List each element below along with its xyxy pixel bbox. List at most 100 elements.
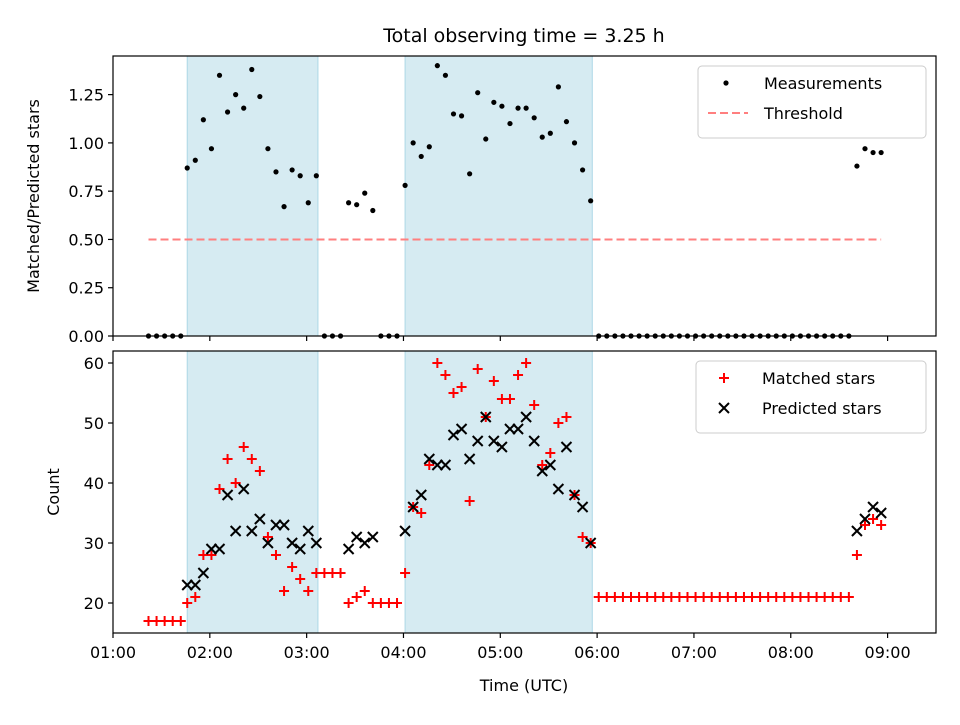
measurements-point [547,130,553,136]
predicted-stars-point [189,579,202,591]
shaded-interval-2 [404,55,593,337]
predicted-stars-point [246,525,258,537]
legend-box [695,360,927,434]
measurements-point [313,173,319,179]
predicted-stars-point [294,543,306,555]
predicted-stars-point [262,537,274,549]
matched-stars-point [206,550,217,560]
measurements-point [418,153,424,160]
measurements-point [192,157,198,163]
predicted-stars-point [213,543,226,555]
matched-stars-point [295,574,306,584]
bottom-panel: 20 30 40 50 60 01:00 02:00 03:00 04:00 05:00 06:00… [84,350,937,662]
measurements-point [499,103,505,109]
measurements-point [426,144,432,150]
matched-stars-point [254,466,265,476]
matched-stars-point [416,508,427,518]
measurements-point [265,146,271,152]
measurements-point [467,171,473,177]
measurements-point [588,198,594,204]
predicted-stars-point [423,453,435,465]
matched-stars-point [262,532,273,542]
matched-stars-point [335,568,346,578]
predicted-stars-point [851,525,863,537]
matched-stars-point [190,592,201,602]
y-tick-label: 1.00 [68,134,104,153]
predicted-stars-point [552,483,565,495]
legend-label: Matched stars [762,369,875,388]
matched-stars-point [343,598,354,608]
chart-title: Total observing time = 3.25 h [382,25,664,47]
predicted-stars-point [528,435,540,447]
matched-stars-point [214,484,225,494]
predicted-stars-point [520,411,532,423]
measurements-point [870,149,876,156]
legend-box [697,65,927,139]
y-tick-label: 0.75 [68,182,104,201]
predicted-stars-point [302,525,314,537]
matched-stars-point [456,382,467,392]
legend-label: Predicted stars [762,399,882,418]
legend: Measurements Threshold [697,65,927,139]
predicted-stars-point [278,519,290,531]
predicted-stars-point [399,525,411,537]
predicted-stars-point [286,537,298,549]
predicted-stars-point [447,429,460,441]
predicted-stars-point [350,531,363,543]
matched-stars-point [561,412,572,422]
measurements-point [442,72,449,78]
matched-stars-point [230,478,241,488]
measurements-point [184,165,190,171]
measurements-point [523,105,529,111]
matched-stars-point [351,592,362,602]
y-tick-label: 50 [84,414,104,433]
measurements-point [354,202,360,208]
matched-stars-point [464,496,475,506]
matched-stars-point [448,388,459,398]
matched-stars-point [529,400,540,410]
measurements-point [579,167,586,173]
measurements-point [402,182,408,188]
matched-stars-point [504,394,515,404]
measurements-point [450,111,457,117]
measurements-point [249,66,255,73]
x-tick-label: 06:00 [574,643,620,662]
measurements-point [862,146,868,152]
predicted-stars-point [455,423,468,435]
matched-stars-point [270,550,281,560]
matched-stars-point [222,454,233,464]
measurements-point [854,163,860,169]
matched-stars-point [279,586,290,596]
legend-matched-swatch [719,373,729,383]
y-tick-label: 20 [84,594,104,613]
matched-stars-point [513,370,524,380]
measurements-point [483,136,489,142]
y-tick-label: 0.25 [68,279,104,298]
measurements-point [507,120,513,127]
plot-frame [112,55,937,337]
legend-label: Threshold [763,104,843,123]
measurements-point [515,105,521,111]
measurements-point [289,167,295,173]
measurements-point [571,140,578,146]
predicted-stars-point [221,489,234,501]
measurements-point [458,113,465,119]
predicted-stars-point [310,537,323,549]
matched-stars-point [182,598,193,608]
measurements-point [273,169,279,175]
matched-stars-point [851,550,862,560]
predicted-stars-point [536,465,548,477]
x-tick-label: 04:00 [380,643,426,662]
x-tick-label: 07:00 [671,643,717,662]
predicted-stars-point [415,489,427,501]
matched-stars-point [553,418,564,428]
matched-stars-point [859,520,870,530]
matched-stars-point [577,532,588,542]
measurements-point [200,117,206,123]
predicted-stars-point [576,501,589,513]
matched-stars-point [868,514,879,524]
measurements-point [434,63,440,69]
shaded-interval-1 [186,55,319,337]
predicted-stars-point [480,411,492,423]
predicted-stars-point [496,441,508,453]
